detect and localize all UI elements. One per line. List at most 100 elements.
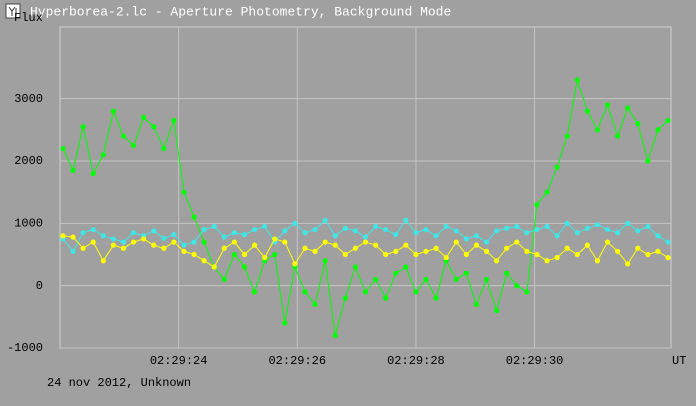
data-point <box>524 230 530 236</box>
data-point <box>171 117 177 124</box>
data-point <box>80 124 86 130</box>
data-point <box>584 242 590 248</box>
data-point <box>645 158 651 164</box>
data-point <box>90 226 96 233</box>
data-point <box>534 226 540 233</box>
data-point <box>665 255 671 261</box>
data-point <box>161 145 167 152</box>
data-point <box>615 133 621 139</box>
data-point <box>463 270 469 276</box>
data-point <box>393 270 399 276</box>
data-point <box>342 225 348 231</box>
data-point <box>594 258 601 264</box>
data-point <box>332 233 338 239</box>
data-point <box>292 261 298 267</box>
data-point <box>393 248 399 254</box>
data-point <box>100 233 106 239</box>
y-tick-label: 0 <box>36 279 43 293</box>
data-point <box>302 289 308 295</box>
data-point <box>90 239 96 245</box>
x-tick-label: 02:29:28 <box>387 354 445 368</box>
data-point <box>534 251 540 258</box>
data-point <box>625 220 631 226</box>
data-point <box>443 223 449 230</box>
data-point <box>514 283 520 289</box>
data-point <box>665 117 671 124</box>
data-point <box>282 228 288 234</box>
data-point <box>473 233 480 239</box>
data-point <box>473 301 480 307</box>
y-tick-label: 2000 <box>14 154 43 168</box>
data-point <box>100 258 106 264</box>
data-point <box>564 220 570 226</box>
data-point <box>251 242 258 248</box>
data-point <box>544 189 550 195</box>
data-point <box>60 233 66 239</box>
data-point <box>302 245 308 251</box>
data-point <box>514 223 520 230</box>
data-point <box>332 332 338 339</box>
data-point <box>241 251 248 258</box>
data-point <box>544 223 550 230</box>
data-point <box>332 242 338 248</box>
data-point <box>70 234 76 240</box>
data-point <box>362 289 369 295</box>
data-point <box>433 245 439 251</box>
data-point <box>625 261 631 267</box>
data-point <box>292 220 298 226</box>
data-point <box>473 242 480 248</box>
data-point <box>403 264 409 270</box>
data-point <box>655 248 661 254</box>
data-point <box>372 242 379 248</box>
data-point <box>604 102 611 108</box>
data-point <box>241 264 248 270</box>
data-point <box>493 308 500 314</box>
data-point <box>383 226 389 233</box>
data-point <box>383 251 389 258</box>
data-point <box>221 276 227 283</box>
data-point <box>120 239 127 245</box>
data-point <box>403 242 409 248</box>
data-point <box>403 217 409 223</box>
data-point <box>272 236 278 242</box>
data-point <box>413 251 419 258</box>
data-point <box>282 320 288 326</box>
data-point <box>231 251 238 258</box>
data-point <box>665 239 671 245</box>
data-point <box>383 295 389 301</box>
data-point <box>352 245 359 251</box>
data-point <box>504 245 510 251</box>
data-point <box>463 236 469 242</box>
data-point <box>221 245 227 251</box>
data-point <box>453 228 459 234</box>
data-point <box>191 214 197 220</box>
series-line <box>62 79 669 336</box>
data-point <box>594 221 601 228</box>
data-point <box>423 276 429 283</box>
y-tick-label: -1000 <box>7 341 43 355</box>
data-point <box>554 164 560 170</box>
data-point <box>493 228 500 234</box>
data-point <box>201 258 207 264</box>
data-point <box>372 276 379 283</box>
data-point <box>90 170 96 177</box>
data-point <box>130 239 137 245</box>
data-point <box>483 276 490 283</box>
data-point <box>272 251 278 258</box>
data-point <box>322 239 328 245</box>
data-point <box>80 245 86 251</box>
data-point <box>161 235 167 241</box>
data-point <box>483 239 490 245</box>
data-point <box>60 145 66 152</box>
data-point <box>130 142 137 149</box>
data-point <box>171 239 177 245</box>
data-point <box>312 226 318 233</box>
data-point <box>110 108 116 114</box>
data-point <box>433 233 439 239</box>
data-point <box>120 133 127 139</box>
data-point <box>413 230 419 236</box>
data-point <box>625 105 631 111</box>
data-point <box>312 301 318 307</box>
data-point <box>211 223 217 230</box>
